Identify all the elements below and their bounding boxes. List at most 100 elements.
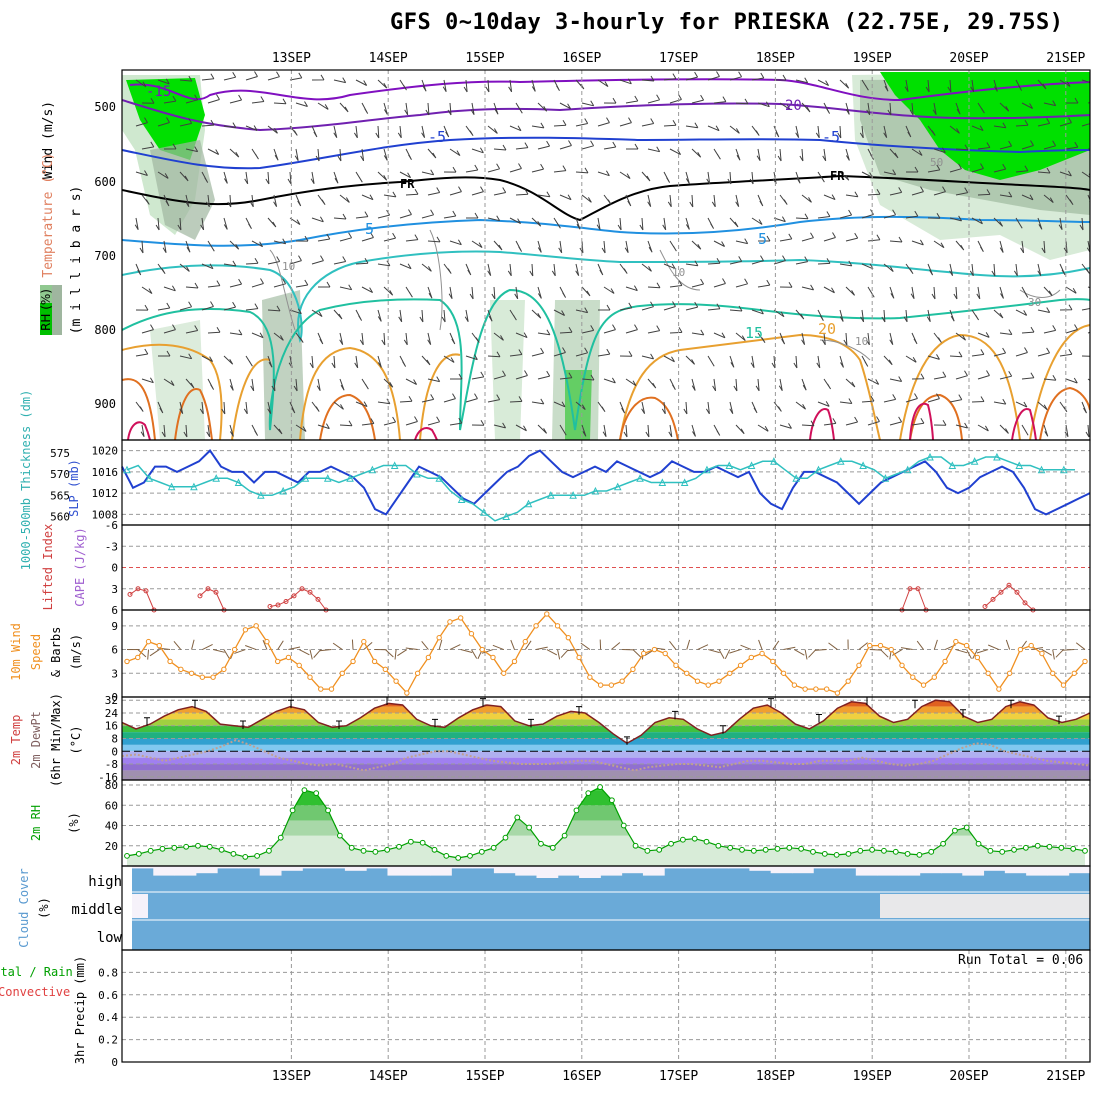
upper-barb xyxy=(705,401,710,415)
upper-barb xyxy=(287,171,292,185)
upper-barb xyxy=(179,353,193,360)
temp-band xyxy=(122,757,1090,765)
cloud-high-clear xyxy=(813,866,836,869)
thickness-marker xyxy=(524,499,533,508)
upper-barb xyxy=(273,424,283,435)
upper-barb xyxy=(977,142,991,150)
rh2m-point xyxy=(691,835,698,842)
upper-barb xyxy=(515,424,527,432)
upper-barb xyxy=(867,188,881,196)
rh2m-point xyxy=(455,855,462,861)
rh2m-point xyxy=(549,844,556,851)
upper-barb xyxy=(861,79,869,91)
upper-barb xyxy=(993,122,1007,129)
rh-tick: 80 xyxy=(105,779,118,792)
precip-tick: 0.2 xyxy=(98,1034,118,1047)
wind-speed-point xyxy=(436,634,442,641)
upper-barb xyxy=(221,401,226,415)
upper-barb xyxy=(779,423,792,429)
rh-legend-swatch-light xyxy=(40,285,52,303)
upper-barb xyxy=(801,194,812,203)
upper-barb xyxy=(157,78,170,85)
cloud-level-high: high xyxy=(88,874,122,890)
upper-barb xyxy=(360,148,365,162)
upper-barb xyxy=(559,102,572,110)
upper-barb xyxy=(751,401,758,414)
wind-barb xyxy=(137,649,147,658)
upper-barb xyxy=(559,286,567,298)
upper-barb xyxy=(817,211,831,219)
temp-minmax-marker xyxy=(432,718,438,728)
upper-barb xyxy=(625,324,638,334)
rh-area-low-16sep xyxy=(490,300,525,440)
wind-speed-point xyxy=(544,611,550,617)
upper-barb xyxy=(603,141,617,150)
upper-barb xyxy=(911,417,925,426)
upper-barb xyxy=(361,378,369,390)
thickness-marker xyxy=(814,465,823,474)
upper-barb xyxy=(158,350,171,357)
upper-barb xyxy=(317,332,324,345)
rh2m-point xyxy=(490,844,497,851)
upper-barb xyxy=(470,102,475,116)
upper-barb xyxy=(361,286,374,294)
upper-barb xyxy=(949,351,963,358)
upper-barb xyxy=(251,332,264,339)
upper-barb xyxy=(405,416,418,426)
wind-barb xyxy=(438,639,443,650)
wind-barb xyxy=(567,649,580,652)
pressure-tick: 500 xyxy=(94,100,116,114)
upper-barb xyxy=(251,240,264,248)
upper-barb xyxy=(265,171,270,185)
thickness-tick: 575 xyxy=(50,447,70,460)
upper-barb xyxy=(949,263,954,276)
upper-barb xyxy=(993,309,1004,319)
upper-barb xyxy=(971,349,985,357)
day-label-bottom: 20SEP xyxy=(949,1069,988,1084)
rh2m-point xyxy=(609,797,615,804)
thickness-marker xyxy=(1060,465,1068,474)
chart-title: GFS 0~10day 3-hourly for PRIESKA (22.75E… xyxy=(390,10,1064,35)
upper-barb xyxy=(1021,424,1029,436)
upper-barb xyxy=(485,79,490,93)
upper-barb xyxy=(135,170,148,176)
upper-barb xyxy=(553,79,560,91)
upper-barb xyxy=(201,73,215,81)
wind-barb xyxy=(560,649,569,658)
thickness-marker xyxy=(279,486,287,495)
upper-barb xyxy=(359,332,364,346)
wind-barb xyxy=(535,646,548,651)
rh2m-point xyxy=(916,851,923,858)
upper-barb xyxy=(531,217,542,227)
upper-barb xyxy=(487,163,501,173)
upper-barb xyxy=(727,171,732,185)
pressure-tick: 900 xyxy=(94,397,116,411)
upper-barb xyxy=(839,209,853,219)
upper-barb xyxy=(466,212,479,219)
rh-tick: 20 xyxy=(105,840,118,853)
upper-barb xyxy=(223,217,228,230)
upper-barb xyxy=(639,217,644,231)
upper-barb xyxy=(1037,401,1048,411)
upper-barb xyxy=(339,378,345,391)
thickness-marker xyxy=(212,474,221,482)
upper-barb xyxy=(647,378,657,389)
upper-barb xyxy=(1015,217,1023,229)
temp-band xyxy=(122,751,1090,758)
wind-speed-point xyxy=(1028,642,1034,649)
wind-speed-point xyxy=(242,627,249,633)
contour-label: -15 xyxy=(146,84,171,100)
upper-barb xyxy=(993,398,1007,405)
upper-barb xyxy=(163,194,170,207)
upper-barb xyxy=(603,194,612,205)
thickness-marker xyxy=(1015,461,1024,469)
upper-barb xyxy=(295,424,307,432)
cloud-high-clear xyxy=(877,866,899,876)
temp-minmax-marker xyxy=(720,725,726,734)
wind-speed-point xyxy=(619,678,625,684)
upper-barb xyxy=(647,282,661,289)
upper-barb xyxy=(910,286,915,300)
wind-barb xyxy=(814,649,827,651)
thickness-marker xyxy=(234,478,243,486)
upper-barb xyxy=(795,256,809,265)
